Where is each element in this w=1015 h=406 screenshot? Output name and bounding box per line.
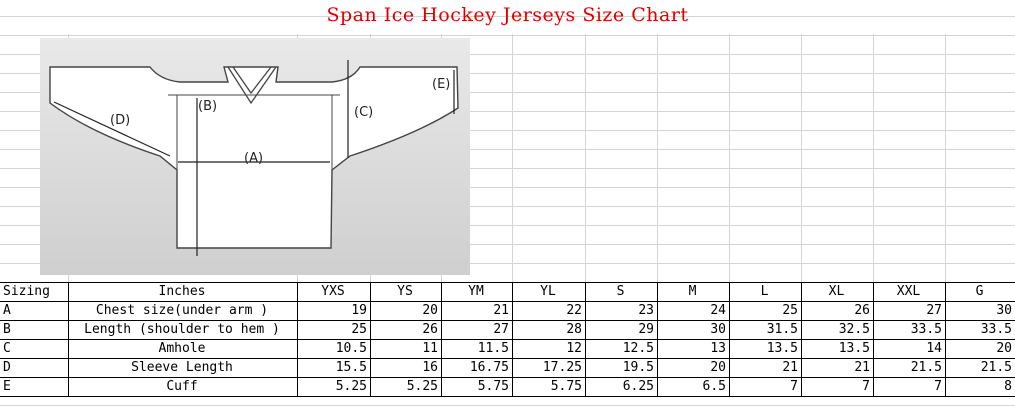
row-code-d: D [3, 360, 11, 375]
row-label-a: Chest size(under arm ) [95, 303, 269, 318]
table-cell: 7 [862, 379, 870, 394]
table-cell: 20 [710, 360, 726, 375]
table-cell: 26 [422, 322, 438, 337]
row-label-d: Sleeve Length [131, 360, 233, 375]
table-cell: 13.5 [838, 341, 870, 356]
table-cell: 21.5 [910, 360, 942, 375]
table-cell: 30 [996, 303, 1012, 318]
table-cell: 16 [422, 360, 438, 375]
table-cell: 19 [351, 303, 367, 318]
header-sizing: Sizing [3, 284, 50, 299]
table-cell: 8 [1004, 379, 1012, 394]
table-cell: 29 [638, 322, 654, 337]
table-cell: 5.75 [477, 379, 509, 394]
table-cell: 6.25 [622, 379, 654, 394]
table-cell: 15.5 [335, 360, 367, 375]
table-cell: 30 [710, 322, 726, 337]
table-cell: 12.5 [622, 341, 654, 356]
table-cell: 27 [493, 322, 509, 337]
table-cell: 21.5 [980, 360, 1012, 375]
row-code-b: B [3, 322, 11, 337]
header-size-yl: YL [540, 284, 556, 299]
table-cell: 14 [926, 341, 942, 356]
table-cell: 26 [854, 303, 870, 318]
table-cell: 25 [351, 322, 367, 337]
table-cell: 7 [790, 379, 798, 394]
table-cell: 28 [566, 322, 582, 337]
label-e: (E) [432, 77, 450, 92]
header-size-l: L [760, 284, 769, 299]
table-cell: 5.25 [335, 379, 367, 394]
row-label-e: Cuff [166, 379, 198, 394]
header-size-xxl: XXL [896, 284, 921, 299]
row-code-c: C [3, 341, 11, 356]
header-size-ys: YS [397, 284, 413, 299]
header-size-m: M [688, 284, 697, 299]
table-cell: 20 [422, 303, 438, 318]
table-cell: 5.75 [550, 379, 582, 394]
table-cell: 6.5 [702, 379, 726, 394]
table-cell: 25 [782, 303, 798, 318]
header-size-g: G [975, 284, 984, 299]
table-cell: 24 [710, 303, 726, 318]
table-cell: 5.25 [406, 379, 438, 394]
header-size-yxs: YXS [321, 284, 345, 299]
header-inches: Inches [158, 284, 206, 299]
table-cell: 23 [638, 303, 654, 318]
header-size-ym: YM [468, 284, 484, 299]
table-cell: 7 [934, 379, 942, 394]
table-cell: 21 [782, 360, 798, 375]
table-cell: 16.75 [469, 360, 509, 375]
row-code-e: E [3, 379, 11, 394]
collar-v [227, 66, 277, 105]
table-cell: 19.5 [622, 360, 654, 375]
row-code-a: A [3, 303, 11, 318]
jersey-diagram: (A) (B) (C) (D) (E) [40, 38, 470, 275]
table-cell: 11 [422, 341, 438, 356]
row-label-c: Amhole [158, 341, 206, 356]
table-cell: 31.5 [766, 322, 798, 337]
table-cell: 32.5 [838, 322, 870, 337]
table-cell: 33.5 [910, 322, 942, 337]
table-cell: 13.5 [766, 341, 798, 356]
table-cell: 20 [996, 341, 1012, 356]
table-cell: 13 [710, 341, 726, 356]
side-seams [168, 94, 340, 170]
table-cell: 17.25 [542, 360, 582, 375]
table-cell: 33.5 [980, 322, 1012, 337]
label-b: (B) [198, 99, 217, 114]
table-cell: 12 [566, 341, 582, 356]
jersey-outline [49, 66, 459, 249]
label-c: (C) [354, 105, 373, 120]
header-size-xl: XL [828, 284, 845, 299]
label-d: (D) [110, 113, 130, 128]
table-cell: 21 [493, 303, 509, 318]
table-cell: 22 [566, 303, 582, 318]
header-size-s: S [616, 284, 625, 299]
page-title: Span Ice Hockey Jerseys Size Chart [326, 4, 689, 26]
label-a: (A) [244, 151, 263, 166]
table-cell: 21 [854, 360, 870, 375]
table-cell: 27 [926, 303, 942, 318]
row-label-b: Length (shoulder to hem ) [84, 322, 280, 337]
table-cell: 10.5 [335, 341, 367, 356]
table-cell: 11.5 [477, 341, 509, 356]
